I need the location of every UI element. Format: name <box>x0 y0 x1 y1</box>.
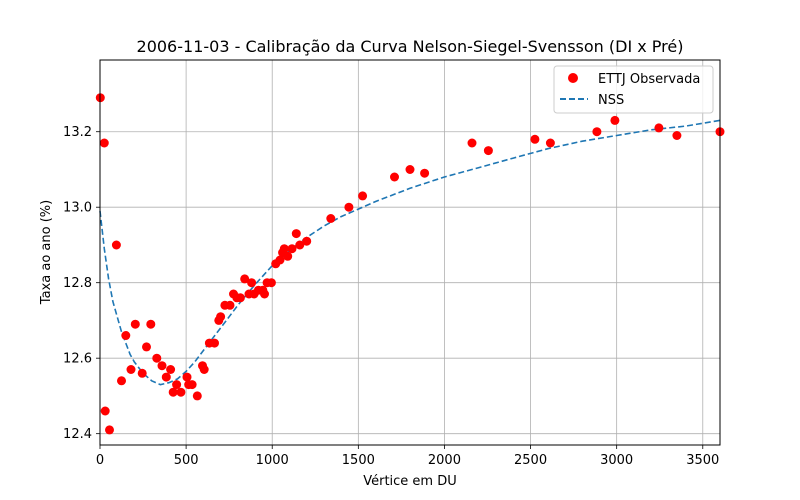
x-tick-label: 0 <box>96 453 104 468</box>
observed-point <box>192 391 202 401</box>
y-tick-label: 12.4 <box>63 427 92 442</box>
observed-point <box>105 425 114 435</box>
observed-point <box>344 202 354 212</box>
observed-point <box>483 146 493 156</box>
observed-point <box>260 289 269 299</box>
observed-point <box>182 372 192 382</box>
observed-point <box>235 293 245 303</box>
observed-point <box>121 331 131 340</box>
legend-observed-label: ETTJ Observada <box>598 72 700 87</box>
observed-point <box>287 244 297 254</box>
y-tick-label: 13.0 <box>63 201 92 216</box>
observed-point <box>166 365 176 374</box>
observed-point <box>199 365 209 374</box>
x-tick-label: 3000 <box>600 453 633 468</box>
observed-point <box>326 214 336 223</box>
observed-point <box>295 240 305 250</box>
observed-point <box>390 172 399 182</box>
y-axis-label: Taxa ao ano (%) <box>39 200 54 305</box>
observed-point <box>302 236 312 246</box>
observed-point <box>358 191 368 201</box>
observed-point <box>137 368 147 378</box>
observed-point <box>161 372 171 382</box>
y-tick-label: 13.2 <box>63 125 92 140</box>
observed-point <box>467 138 477 148</box>
legend: ETTJ Observada NSS <box>553 65 714 114</box>
x-tick-label: 1500 <box>342 453 375 468</box>
observed-point <box>672 131 682 140</box>
observed-point <box>530 134 540 144</box>
observed-point <box>592 127 602 137</box>
observed-point <box>654 123 664 133</box>
observed-point <box>168 387 178 397</box>
legend-nss-label: NSS <box>598 93 624 108</box>
x-axis-label: Vértice em DU <box>363 474 457 489</box>
x-tick-label: 3500 <box>686 453 719 468</box>
nss-curve-group <box>99 119 721 386</box>
x-tick-label: 2000 <box>428 453 461 468</box>
observed-point <box>291 229 301 239</box>
legend-box <box>553 65 714 114</box>
observed-point <box>420 168 430 178</box>
y-tick-label: 12.6 <box>63 352 92 367</box>
observed-point <box>283 251 293 261</box>
observed-point <box>405 165 415 174</box>
observed-point <box>130 319 140 329</box>
observed-point <box>275 255 285 265</box>
observed-point <box>610 115 620 125</box>
grid <box>99 60 720 445</box>
observed-point <box>126 365 136 374</box>
observed-point <box>146 319 156 329</box>
plot-area-frame <box>99 59 721 446</box>
observed-point <box>247 278 257 288</box>
observed-point <box>100 406 110 416</box>
observed-point <box>117 376 126 386</box>
observed-point <box>172 380 182 390</box>
observed-point <box>210 338 219 348</box>
observed-point <box>187 380 197 390</box>
observed-point <box>152 353 162 363</box>
y-tick-label: 12.8 <box>63 276 92 291</box>
nss-curve <box>99 119 721 386</box>
observed-point <box>142 342 151 352</box>
observed-point <box>157 361 167 371</box>
observed-point <box>176 387 186 397</box>
x-tick-label: 1000 <box>256 453 289 468</box>
observed-point <box>216 312 226 322</box>
observed-point <box>99 138 109 148</box>
x-tick-label: 2500 <box>514 453 547 468</box>
observed-point <box>225 300 235 310</box>
chart-title: 2006-11-03 - Calibração da Curva Nelson-… <box>137 37 684 56</box>
legend-observed-marker <box>568 73 578 83</box>
observed-points-group <box>95 93 725 435</box>
observed-point <box>266 278 276 288</box>
observed-point <box>545 138 555 148</box>
axis-ticks: 0 500 1000 1500 2000 2500 3000 3500 12.4 12.6 12.8… <box>63 125 719 468</box>
observed-point <box>240 274 250 284</box>
x-tick-label: 500 <box>174 453 199 468</box>
observed-point <box>279 244 289 254</box>
observed-point <box>111 240 121 250</box>
